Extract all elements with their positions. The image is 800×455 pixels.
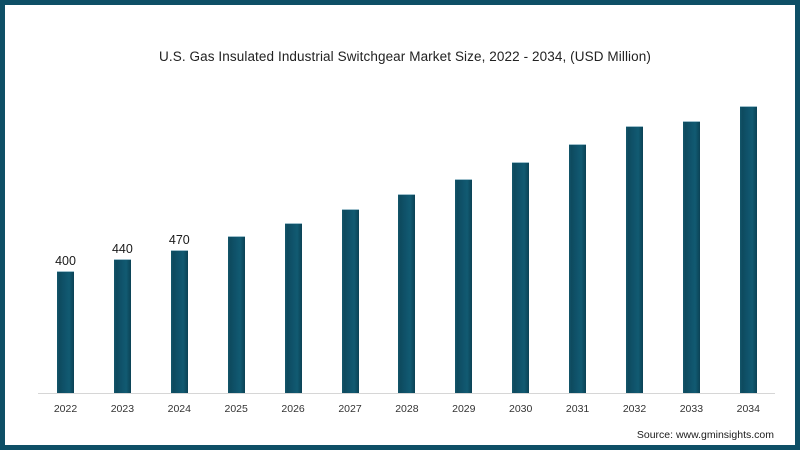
x-axis-tick-label: 2033: [679, 403, 704, 415]
bar-group: 440: [111, 5, 133, 455]
bar: [227, 236, 245, 393]
x-axis-tick-label: 2023: [110, 403, 135, 415]
x-axis-tick-label: 2022: [53, 403, 78, 415]
x-axis-line: [38, 393, 775, 394]
bar: [57, 271, 74, 393]
x-axis-tick-label: 2031: [565, 403, 590, 415]
bar-group: [398, 5, 416, 455]
bar-value-label: 470: [168, 232, 190, 247]
bar: [626, 125, 643, 393]
source-attribution: Source: www.gminsights.com: [636, 429, 774, 441]
bar-group: [455, 5, 473, 455]
bar-group: [682, 5, 700, 455]
chart-title: U.S. Gas Insulated Industrial Switchgear…: [159, 49, 651, 64]
bar-group: 470: [168, 5, 190, 455]
bar-group: [284, 5, 302, 455]
bar-value-label: 400: [55, 254, 76, 268]
bar: [739, 106, 757, 393]
bar: [341, 209, 359, 393]
bar-group: [739, 5, 757, 455]
bar: [170, 249, 188, 393]
x-axis-tick-label: 2034: [736, 403, 760, 415]
x-axis-tick-label: 2029: [452, 403, 476, 415]
chart-canvas: U.S. Gas Insulated Industrial Switchgear…: [5, 5, 795, 445]
x-axis-tick-label: 2027: [338, 403, 362, 415]
x-axis-tick-label: 2030: [509, 403, 533, 415]
bar-group: [626, 5, 643, 455]
bar-group: [341, 5, 359, 455]
bar: [398, 193, 416, 393]
bar-group: [569, 5, 587, 455]
bar: [455, 178, 473, 393]
x-axis-tick-label: 2025: [224, 403, 248, 415]
x-axis-tick-label: 2024: [167, 403, 191, 415]
plot-area: 400 2022 440 2023 470 2024 2025 2026 2027 2028 202…: [5, 5, 800, 455]
bar: [512, 162, 530, 393]
bar: [682, 121, 700, 393]
bar: [284, 222, 302, 393]
bar: [569, 143, 587, 393]
bar-group: [512, 5, 530, 455]
bar: [113, 258, 131, 393]
bar-value-label: 440: [111, 241, 133, 256]
x-axis-tick-label: 2026: [281, 403, 305, 415]
bar-group: [227, 5, 245, 455]
x-axis-tick-label: 2032: [622, 403, 647, 415]
bar-group: 400: [55, 5, 76, 455]
x-axis-tick-label: 2028: [395, 403, 419, 415]
